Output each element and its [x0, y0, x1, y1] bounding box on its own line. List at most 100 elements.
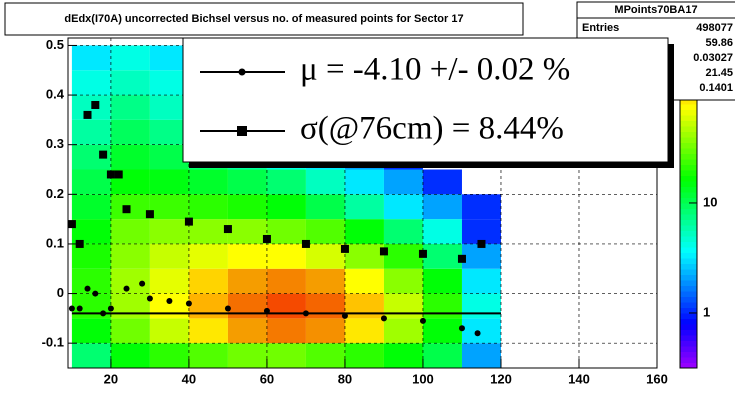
heat-cell: [227, 219, 267, 244]
stats-value: 498077: [696, 22, 733, 34]
heat-cell: [344, 318, 384, 344]
colorbar-band: [680, 109, 697, 116]
mean-point: [474, 330, 481, 337]
axes: 20 40 60 80 100 120 140 160 -0.1 0 0.1 0.2 0.3 0.4 0.5: [42, 37, 668, 387]
heat-cell: [149, 144, 189, 170]
heat-cell: [266, 194, 306, 220]
sigma-point: [99, 150, 108, 159]
heat-cell: [149, 343, 189, 368]
heat-cell: [149, 119, 189, 145]
colorbar-band: [680, 340, 697, 347]
x-tick-label: 120: [490, 371, 512, 386]
colorbar-band: [680, 258, 697, 264]
heat-cell: [110, 95, 150, 120]
sigma-point: [418, 249, 427, 258]
heat-cell: [305, 219, 345, 244]
heat-cell: [71, 194, 111, 220]
colorbar-band: [680, 153, 697, 160]
x-tick-label: 80: [338, 371, 352, 386]
colorbar-band: [680, 208, 697, 215]
heat-cell: [110, 144, 150, 170]
heat-cell: [422, 318, 462, 344]
heat-cell: [461, 268, 501, 294]
mean-point: [146, 295, 153, 302]
heat-cell: [383, 194, 423, 220]
heat-cell: [266, 219, 306, 244]
mean-point: [107, 305, 114, 312]
colorbar-band: [680, 142, 697, 149]
colorbar-band: [680, 203, 697, 209]
heat-cell: [422, 243, 462, 269]
heat-cell: [383, 293, 423, 319]
colorbar-band: [680, 324, 697, 330]
sigma-point: [184, 217, 193, 226]
heat-cell: [461, 194, 501, 220]
heat-cell: [422, 219, 462, 244]
heat-cell: [149, 194, 189, 220]
heat-cell: [71, 45, 111, 71]
heat-cell: [227, 343, 267, 368]
heat-cell: [110, 343, 150, 368]
mean-point: [76, 305, 83, 312]
heat-cell: [71, 169, 111, 195]
sigma-point: [301, 239, 310, 248]
heat-cell: [305, 293, 345, 319]
title-box: [4, 2, 524, 36]
heat-cell: [71, 70, 111, 96]
heat-cell: [110, 45, 150, 71]
colorbar-band: [680, 175, 697, 182]
heat-cell: [461, 318, 501, 344]
y-tick-label: 0.1: [46, 235, 64, 250]
heat-cell: [461, 343, 501, 368]
heat-cell: [227, 268, 267, 294]
colorbar-band: [680, 291, 697, 297]
heat-cell: [71, 219, 111, 244]
heat-cell: [188, 243, 228, 269]
heat-cell: [305, 243, 345, 269]
heat-cell: [188, 268, 228, 294]
sigma-point: [379, 247, 388, 256]
stats-value: 21.45: [705, 67, 733, 79]
heat-cell: [422, 194, 462, 220]
heat-cell: [188, 194, 228, 220]
y-tick-label: 0.4: [46, 87, 65, 102]
x-tick-label: 20: [104, 371, 118, 386]
heat-cell: [227, 194, 267, 220]
colorbar-band: [680, 318, 697, 325]
colorbar-band: [680, 148, 697, 154]
mean-point: [92, 290, 99, 297]
heat-cell: [110, 268, 150, 294]
legend: [182, 37, 669, 163]
heat-cell: [227, 243, 267, 269]
colorbar-band: [680, 236, 697, 242]
x-tick-label: 140: [568, 371, 590, 386]
heat-cell: [461, 219, 501, 244]
mean-point: [419, 317, 426, 324]
sigma-point: [145, 210, 154, 219]
sigma-point: [477, 239, 486, 248]
colorbar-band: [680, 285, 697, 292]
colorbar-band: [680, 335, 697, 341]
colorbar-band: [680, 181, 697, 187]
heat-cell: [344, 169, 384, 195]
heat-cell: [383, 219, 423, 244]
colorbar-band: [680, 252, 697, 259]
chart-title: dEdx(I70A) uncorrected Bichsel versus no…: [64, 13, 463, 25]
heat-cell: [422, 343, 462, 368]
heat-cell: [305, 343, 345, 368]
legend-entry: σ(@76cm) = 8.44%: [300, 111, 564, 147]
heat-cell: [149, 95, 189, 120]
mean-point: [380, 315, 387, 322]
legend-marker: [238, 68, 246, 76]
heat-cell: [305, 194, 345, 220]
mean-point: [341, 312, 348, 319]
colorbar-band: [680, 98, 697, 105]
heat-cell: [383, 243, 423, 269]
x-tick-label: 60: [260, 371, 274, 386]
stats-name: MPoints70BA17: [614, 4, 697, 16]
colorbar-band: [680, 269, 697, 275]
heat-cell: [344, 343, 384, 368]
z-tick-label: 1: [703, 304, 710, 319]
colorbar-band: [680, 219, 697, 226]
heat-cell: [266, 293, 306, 319]
